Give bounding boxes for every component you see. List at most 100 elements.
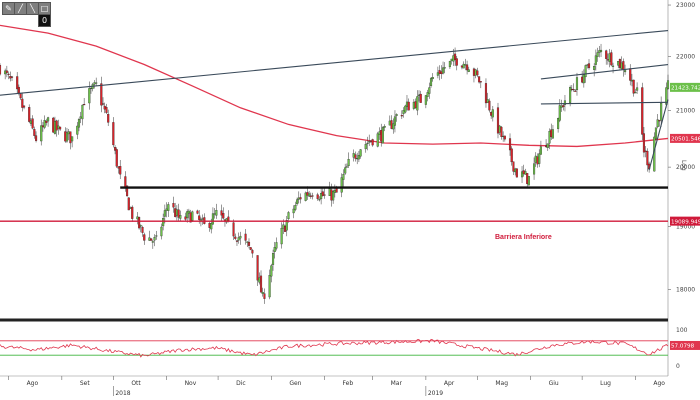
candle-body bbox=[107, 114, 110, 123]
candle-body bbox=[575, 77, 579, 91]
candle-body bbox=[666, 80, 670, 89]
candle-body bbox=[93, 82, 96, 85]
candle-body bbox=[450, 58, 453, 61]
candle-body bbox=[296, 199, 299, 205]
candle-body bbox=[460, 65, 463, 68]
candle-body bbox=[33, 129, 36, 136]
candle-body bbox=[211, 213, 214, 225]
candle-body bbox=[131, 206, 134, 219]
candle-body bbox=[466, 64, 469, 71]
candle-body bbox=[593, 66, 596, 70]
candle-body bbox=[47, 117, 50, 122]
candle-body bbox=[105, 107, 108, 113]
month-label: Mag bbox=[495, 380, 508, 387]
candle-body bbox=[548, 131, 551, 144]
candle-body bbox=[484, 83, 488, 104]
candle-body bbox=[510, 148, 513, 163]
candle-body bbox=[356, 158, 359, 160]
time-axis: Ago Set Ott Nov Dic Gen Feb Mar Apr Mag Giu Lug Ago 2… bbox=[0, 375, 668, 397]
price-tick-label: 23000 bbox=[676, 2, 695, 9]
candle-body bbox=[402, 110, 405, 114]
candle-body bbox=[165, 208, 168, 211]
candle-body bbox=[586, 64, 589, 66]
candle-body bbox=[65, 132, 69, 142]
candle-body bbox=[95, 82, 98, 84]
candle-body bbox=[308, 193, 311, 197]
candle-body bbox=[141, 227, 144, 233]
candle-body bbox=[215, 210, 218, 216]
candle-body bbox=[502, 135, 505, 138]
month-label: Set bbox=[80, 380, 91, 387]
candle-body bbox=[309, 195, 312, 197]
year-label: 2019 bbox=[428, 390, 443, 397]
candle-body bbox=[545, 145, 548, 147]
candle-body bbox=[438, 70, 441, 74]
price-tick-label: 20000 bbox=[676, 164, 695, 171]
candle-body bbox=[297, 197, 300, 200]
candle-body bbox=[429, 78, 433, 87]
candle-body bbox=[69, 131, 72, 144]
candle-body bbox=[405, 101, 409, 107]
candle-body bbox=[488, 100, 491, 111]
candle-body bbox=[584, 65, 587, 78]
candle-body bbox=[342, 174, 345, 180]
candle-body bbox=[4, 70, 7, 75]
candle-body bbox=[88, 88, 91, 104]
candle-body bbox=[292, 208, 295, 214]
candle-body bbox=[345, 166, 348, 168]
candle-body bbox=[220, 210, 223, 216]
month-label: Nov bbox=[185, 380, 197, 387]
candle-body bbox=[138, 216, 141, 229]
candle-body bbox=[369, 140, 372, 142]
candle-body bbox=[594, 55, 597, 65]
price-tag-box bbox=[670, 216, 700, 226]
candle-body bbox=[371, 139, 374, 146]
candle-body bbox=[16, 76, 19, 90]
candle-body bbox=[244, 233, 247, 241]
candle-body bbox=[67, 131, 70, 135]
zero-button[interactable]: 0 bbox=[38, 14, 51, 27]
candle-body bbox=[76, 125, 79, 135]
candle-body bbox=[629, 68, 632, 81]
price-tick-label: 19000 bbox=[676, 224, 695, 231]
candle-body bbox=[213, 213, 216, 215]
axis-background bbox=[668, 0, 700, 400]
candle-body bbox=[304, 192, 307, 201]
candle-body bbox=[500, 126, 503, 137]
candle-body bbox=[656, 119, 659, 128]
candle-body bbox=[352, 153, 355, 158]
candle-body bbox=[40, 125, 43, 142]
trend-lines[interactable]: Barriera Inferiore bbox=[0, 29, 669, 322]
candle-body bbox=[515, 168, 518, 178]
candle-body bbox=[155, 235, 158, 237]
candle-body bbox=[448, 60, 451, 68]
candle-body bbox=[550, 129, 553, 138]
candle-body bbox=[237, 237, 240, 241]
candle-body bbox=[605, 50, 608, 59]
candle-body bbox=[558, 105, 561, 121]
candle-body bbox=[191, 211, 194, 221]
year-label: 2018 bbox=[115, 390, 130, 397]
candle-body bbox=[407, 101, 410, 111]
candle-body bbox=[569, 87, 572, 103]
candle-body bbox=[287, 212, 290, 220]
candle-body bbox=[153, 237, 156, 241]
candle-body bbox=[533, 163, 536, 175]
candle-body bbox=[284, 225, 287, 232]
candle-body bbox=[390, 120, 393, 129]
candle-body bbox=[624, 70, 627, 73]
candle-body bbox=[196, 210, 199, 214]
candle-body bbox=[412, 101, 415, 109]
candle-body bbox=[41, 125, 44, 128]
candle-body bbox=[316, 194, 319, 199]
candle-body bbox=[55, 120, 58, 131]
candle-body bbox=[311, 195, 314, 197]
candle-body bbox=[539, 146, 542, 155]
candle-body bbox=[31, 118, 34, 129]
candle-body bbox=[508, 138, 512, 151]
candle-body bbox=[598, 50, 601, 53]
month-label: Feb bbox=[343, 380, 354, 387]
candle-body bbox=[340, 177, 343, 193]
candle-body bbox=[328, 188, 331, 196]
